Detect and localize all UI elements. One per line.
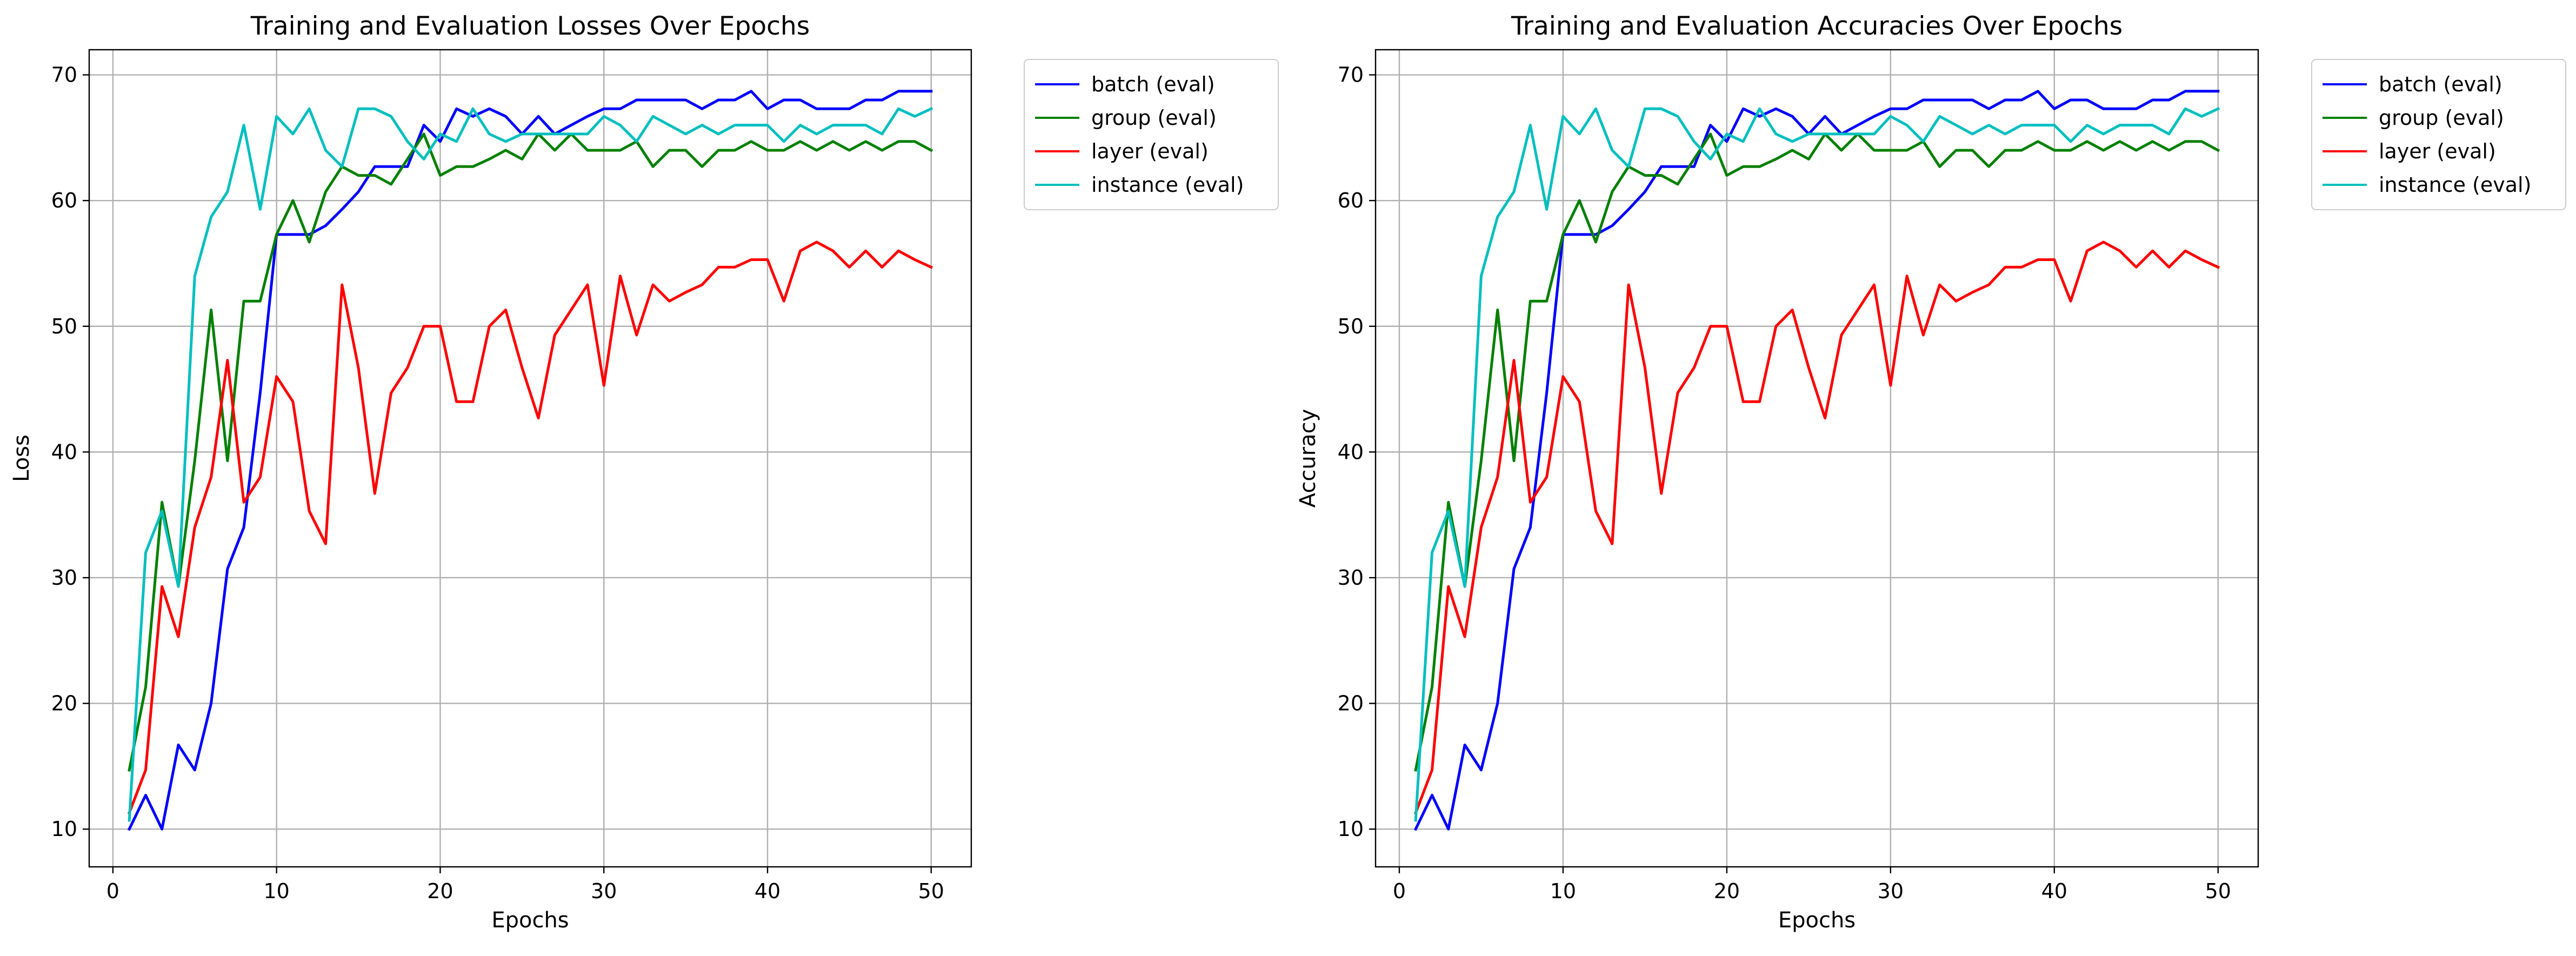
x-tick-label: 50 xyxy=(918,879,944,903)
legend-item-instance: instance (eval) xyxy=(2323,173,2531,197)
legend-label-batch: batch (eval) xyxy=(1091,72,1215,96)
x-tick-label: 30 xyxy=(1878,879,1904,903)
legend-label-batch: batch (eval) xyxy=(2379,72,2502,96)
y-tick-label: 50 xyxy=(1338,315,1364,338)
y-tick-label: 40 xyxy=(51,440,77,464)
legend-label-group: group (eval) xyxy=(2379,106,2504,130)
legend-label-layer: layer (eval) xyxy=(1091,139,1209,163)
legend-item-group: group (eval) xyxy=(2323,106,2504,130)
loss-chart-legend: batch (eval) group (eval) layer (eval) i… xyxy=(1024,59,1279,210)
x-tick-label: 40 xyxy=(2041,879,2067,903)
legend-label-group: group (eval) xyxy=(1091,106,1217,130)
y-tick-label: 70 xyxy=(1338,63,1364,87)
legend-label-instance: instance (eval) xyxy=(2379,173,2531,197)
y-tick-label: 40 xyxy=(1338,440,1364,464)
legend-item-group: group (eval) xyxy=(1035,106,1217,130)
accuracy-chart-ylabel: Accuracy xyxy=(1296,409,1320,508)
legend-label-instance: instance (eval) xyxy=(1091,173,1244,197)
x-tick-label: 30 xyxy=(591,879,617,903)
series-line-group xyxy=(1414,132,2220,772)
y-tick-label: 20 xyxy=(1338,692,1364,716)
loss-chart-xlabel: Epochs xyxy=(491,908,569,933)
legend-item-layer: layer (eval) xyxy=(2323,139,2496,163)
loss-chart-ylabel: Loss xyxy=(9,434,34,482)
series-line-batch xyxy=(127,90,933,831)
y-tick-label: 60 xyxy=(51,189,77,212)
series-line-batch xyxy=(1413,90,2220,831)
x-tick-label: 0 xyxy=(1393,879,1406,903)
accuracy-chart-legend: batch (eval) group (eval) layer (eval) i… xyxy=(2311,59,2566,210)
series-line-layer xyxy=(127,240,933,815)
series-line-group xyxy=(128,132,933,772)
accuracy-chart-title: Training and Evaluation Accuracies Over … xyxy=(1511,11,2123,41)
accuracy-chart-panel: 0 10 20 30 40 50 10 20 30 40 50 60 70 Training and … xyxy=(1296,11,2566,933)
series-line-instance xyxy=(128,106,933,822)
y-tick-label: 30 xyxy=(1338,566,1364,590)
x-tick-label: 10 xyxy=(264,879,290,903)
y-tick-label: 10 xyxy=(51,817,77,841)
loss-chart-title: Training and Evaluation Losses Over Epoc… xyxy=(250,11,810,41)
series-line-instance xyxy=(1414,106,2220,822)
x-tick-label: 0 xyxy=(106,879,119,903)
accuracy-chart-xlabel: Epochs xyxy=(1778,908,1856,933)
legend-item-batch: batch (eval) xyxy=(2323,72,2502,96)
y-tick-label: 30 xyxy=(51,566,77,590)
legend-item-instance: instance (eval) xyxy=(1035,173,1244,197)
legend-item-layer: layer (eval) xyxy=(1035,139,1209,163)
x-tick-label: 20 xyxy=(1714,879,1740,903)
y-tick-label: 50 xyxy=(51,315,77,338)
y-tick-label: 60 xyxy=(1338,189,1364,212)
x-tick-label: 20 xyxy=(427,879,453,903)
series-line-layer xyxy=(1413,240,2220,815)
y-tick-label: 70 xyxy=(51,63,77,87)
x-tick-label: 50 xyxy=(2205,879,2231,903)
y-tick-label: 20 xyxy=(51,692,77,716)
x-tick-label: 10 xyxy=(1550,879,1576,903)
legend-item-batch: batch (eval) xyxy=(1035,72,1215,96)
y-tick-label: 10 xyxy=(1338,817,1364,841)
x-tick-label: 40 xyxy=(755,879,780,903)
legend-label-layer: layer (eval) xyxy=(2379,139,2496,163)
loss-chart-panel: 0 10 20 30 40 50 10 20 30 40 50 60 70 Training and … xyxy=(9,11,1279,933)
